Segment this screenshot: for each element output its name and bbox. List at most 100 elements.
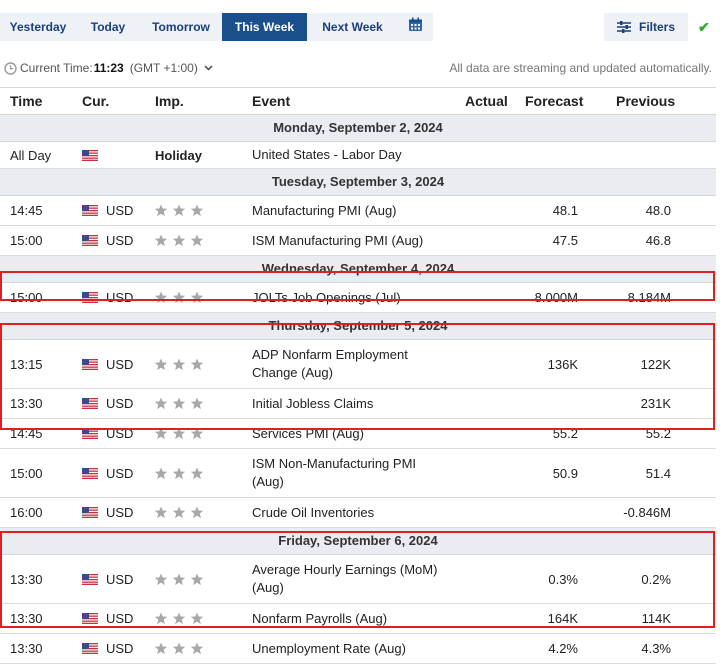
event-previous: 231K — [640, 396, 671, 411]
calendar-icon — [408, 17, 423, 37]
event-time: 15:00 — [10, 233, 43, 248]
column-header-event: Event — [252, 93, 291, 109]
highlight-box — [0, 271, 715, 301]
calendar-button[interactable] — [398, 13, 433, 41]
star-icon — [190, 427, 204, 440]
event-time: 13:30 — [10, 396, 43, 411]
currency-code: USD — [106, 611, 134, 626]
event-name[interactable]: Nonfarm Payrolls (Aug) — [252, 610, 388, 626]
star-icon — [172, 204, 186, 217]
date-header-row: Wednesday, September 4, 2024 — [0, 256, 716, 283]
tab-tomorrow[interactable]: Tomorrow — [152, 20, 210, 34]
us-flag-icon — [82, 613, 98, 624]
star-icon — [190, 466, 204, 480]
event-time: 16:00 — [10, 505, 43, 520]
tab-today[interactable]: Today — [90, 20, 126, 34]
star-icon — [190, 572, 204, 586]
column-header-forecast: Forecast — [525, 93, 584, 109]
event-forecast: 48.1 — [552, 203, 578, 218]
star-icon — [154, 506, 168, 519]
economic-calendar-table: Time Cur. Imp. Event Actual Forecast Pre… — [0, 87, 716, 664]
event-row[interactable]: 14:45 USD Manufacturing PMI (Aug) 48.1 48.0 — [0, 196, 716, 226]
event-name[interactable]: Crude Oil Inventories — [252, 504, 375, 520]
event-forecast: 8.000M — [534, 290, 578, 305]
importance-stars — [154, 555, 208, 603]
event-name[interactable]: Unemployment Rate (Aug) — [252, 640, 406, 656]
event-previous: 4.3% — [641, 641, 671, 656]
star-icon — [154, 427, 168, 440]
event-currency: USD — [82, 226, 133, 255]
event-time: 13:15 — [10, 356, 43, 372]
tab-this-week[interactable]: This Week — [222, 13, 307, 41]
event-time: All Day — [10, 147, 52, 163]
event-currency: USD — [82, 196, 133, 225]
clock-icon — [4, 61, 17, 75]
event-row[interactable]: 15:00 USD ISM Manufacturing PMI (Aug) 47.5 4… — [0, 226, 716, 256]
event-name[interactable]: ADP Nonfarm Employment Change (Aug) — [252, 347, 408, 380]
event-name[interactable]: Manufacturing PMI (Aug) — [252, 202, 397, 218]
star-icon — [172, 466, 186, 480]
highlight-box — [0, 531, 715, 628]
us-flag-icon — [82, 235, 98, 246]
star-icon — [190, 204, 204, 217]
event-currency: USD — [82, 389, 133, 418]
currency-code: USD — [106, 641, 134, 656]
column-header-currency: Cur. — [82, 93, 110, 109]
event-name[interactable]: ISM Manufacturing PMI (Aug) — [252, 232, 424, 248]
event-row[interactable]: 13:30 USD Average Hourly Earnings (MoM) (A… — [0, 555, 716, 604]
star-icon — [172, 612, 186, 625]
event-name[interactable]: United States - Labor Day — [252, 147, 402, 162]
event-previous: 114K — [641, 611, 671, 626]
event-forecast: 47.5 — [552, 233, 578, 248]
us-flag-icon — [82, 573, 98, 585]
table-header: Time Cur. Imp. Event Actual Forecast Pre… — [0, 87, 716, 115]
us-flag-icon — [82, 398, 98, 409]
date-header-row: Monday, September 2, 2024 — [0, 115, 716, 142]
star-icon — [172, 234, 186, 247]
star-icon — [172, 427, 186, 440]
currency-code: USD — [106, 571, 134, 587]
event-name[interactable]: Average Hourly Earnings (MoM) (Aug) — [252, 562, 438, 595]
sliders-icon — [616, 21, 631, 33]
importance-holiday: Holiday — [155, 147, 202, 163]
event-time: 14:45 — [10, 203, 43, 218]
event-forecast: 136K — [547, 356, 578, 372]
date-header-row: Tuesday, September 3, 2024 — [0, 169, 716, 196]
tab-next-week[interactable]: Next Week — [322, 20, 383, 34]
star-icon — [154, 357, 168, 371]
event-row[interactable]: All Day Holiday United States - Labor Day — [0, 142, 716, 169]
filters-area: Filters ✔ — [604, 13, 716, 41]
event-name[interactable]: ISM Non-Manufacturing PMI (Aug) — [252, 456, 417, 489]
currency-code: USD — [106, 396, 134, 411]
event-row[interactable]: 13:30 USD Initial Jobless Claims 231K — [0, 389, 716, 419]
star-icon — [190, 234, 204, 247]
star-icon — [154, 642, 168, 655]
star-icon — [154, 466, 168, 480]
event-time: 13:30 — [10, 571, 43, 587]
date-range-tabs: Yesterday Today Tomorrow This Week Next … — [0, 13, 433, 41]
event-name[interactable]: Initial Jobless Claims — [252, 395, 374, 411]
event-previous: -0.846M — [623, 505, 671, 520]
event-previous: 122K — [640, 356, 671, 372]
event-time: 15:00 — [10, 465, 43, 481]
event-time: 13:30 — [10, 611, 43, 626]
tab-yesterday[interactable]: Yesterday — [9, 20, 67, 34]
importance-stars — [154, 419, 208, 448]
star-icon — [154, 612, 168, 625]
event-currency: USD — [82, 498, 133, 527]
importance-stars — [154, 389, 208, 418]
event-row[interactable]: 13:30 USD Unemployment Rate (Aug) 4.2% 4.3% — [0, 634, 716, 664]
timezone-selector[interactable]: Current Time: 11:23 (GMT +1:00) — [4, 61, 213, 75]
event-row[interactable]: 16:00 USD Crude Oil Inventories -0.846M — [0, 498, 716, 528]
filters-button[interactable]: Filters — [604, 13, 688, 41]
event-forecast: 4.2% — [548, 641, 578, 656]
event-previous: 46.8 — [645, 233, 671, 248]
currency-code: USD — [106, 233, 134, 248]
star-icon — [154, 234, 168, 247]
event-row[interactable]: 13:15 USD ADP Nonfarm Employment Change (A… — [0, 340, 716, 389]
us-flag-icon — [82, 205, 98, 216]
event-row[interactable]: 15:00 USD ISM Non-Manufacturing PMI (Aug) 5… — [0, 449, 716, 498]
date-header-row: Thursday, September 5, 2024 — [0, 313, 716, 340]
star-icon — [190, 357, 204, 371]
event-currency: USD — [82, 555, 133, 603]
